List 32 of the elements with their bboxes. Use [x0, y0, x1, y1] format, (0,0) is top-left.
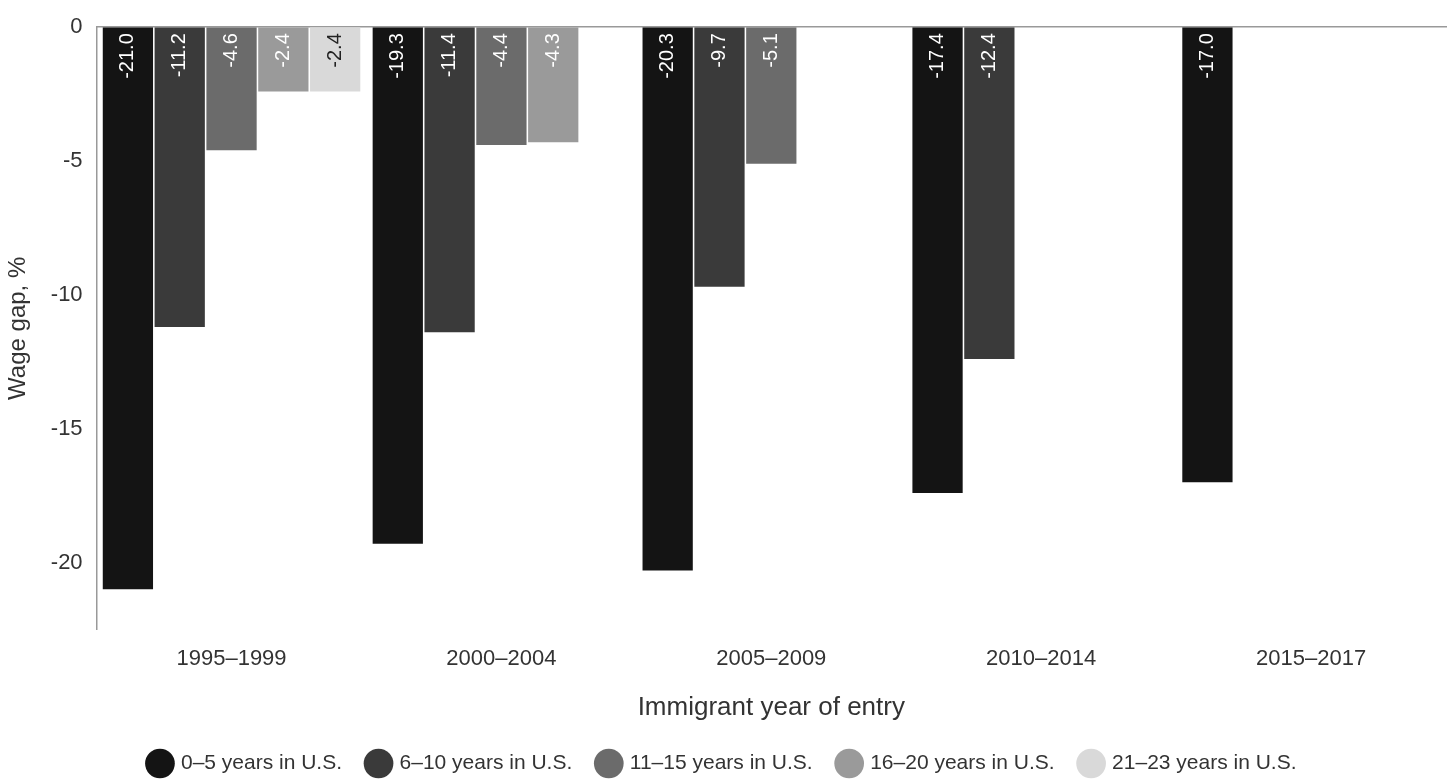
data-label: -12.4 — [976, 33, 999, 79]
y-tick-label: -15 — [50, 414, 83, 440]
y-tick-label: 0 — [70, 13, 83, 39]
legend-label: 16–20 years in U.S. — [870, 750, 1055, 774]
x-axis-title: Immigrant year of entry — [637, 690, 905, 721]
y-axis-title: Wage gap, % — [3, 256, 31, 400]
y-tick-label: -10 — [50, 280, 83, 306]
x-tick-label: 2000–2004 — [446, 644, 557, 670]
legend-label: 21–23 years in U.S. — [1112, 750, 1297, 774]
data-label: -19.3 — [385, 33, 408, 79]
data-label: -2.4 — [270, 33, 293, 68]
x-tick-label: 2015–2017 — [1256, 644, 1367, 670]
data-label: -4.4 — [488, 33, 511, 68]
x-tick-label: 2005–2009 — [716, 644, 827, 670]
data-label: -9.7 — [707, 33, 729, 68]
data-label: -11.2 — [167, 33, 190, 78]
x-tick-label: 2010–2014 — [986, 644, 1097, 670]
data-label: -2.4 — [322, 33, 345, 68]
legend-label: 6–10 years in U.S. — [399, 750, 573, 774]
legend-label: 0–5 years in U.S. — [180, 750, 343, 774]
data-label: -5.1 — [758, 33, 781, 68]
x-tick-label: 1995–1999 — [176, 644, 287, 670]
data-label: -4.3 — [540, 33, 563, 68]
data-label: -4.6 — [219, 33, 242, 68]
y-tick-label: -20 — [50, 548, 83, 574]
data-label: -17.0 — [1194, 33, 1217, 79]
data-label: -21.0 — [115, 33, 138, 79]
y-tick-label: -5 — [63, 147, 83, 173]
data-label: -17.4 — [925, 33, 948, 79]
data-label: -20.3 — [655, 33, 678, 79]
legend-label: 11–15 years in U.S. — [629, 750, 813, 774]
data-label: -11.4 — [437, 33, 460, 78]
